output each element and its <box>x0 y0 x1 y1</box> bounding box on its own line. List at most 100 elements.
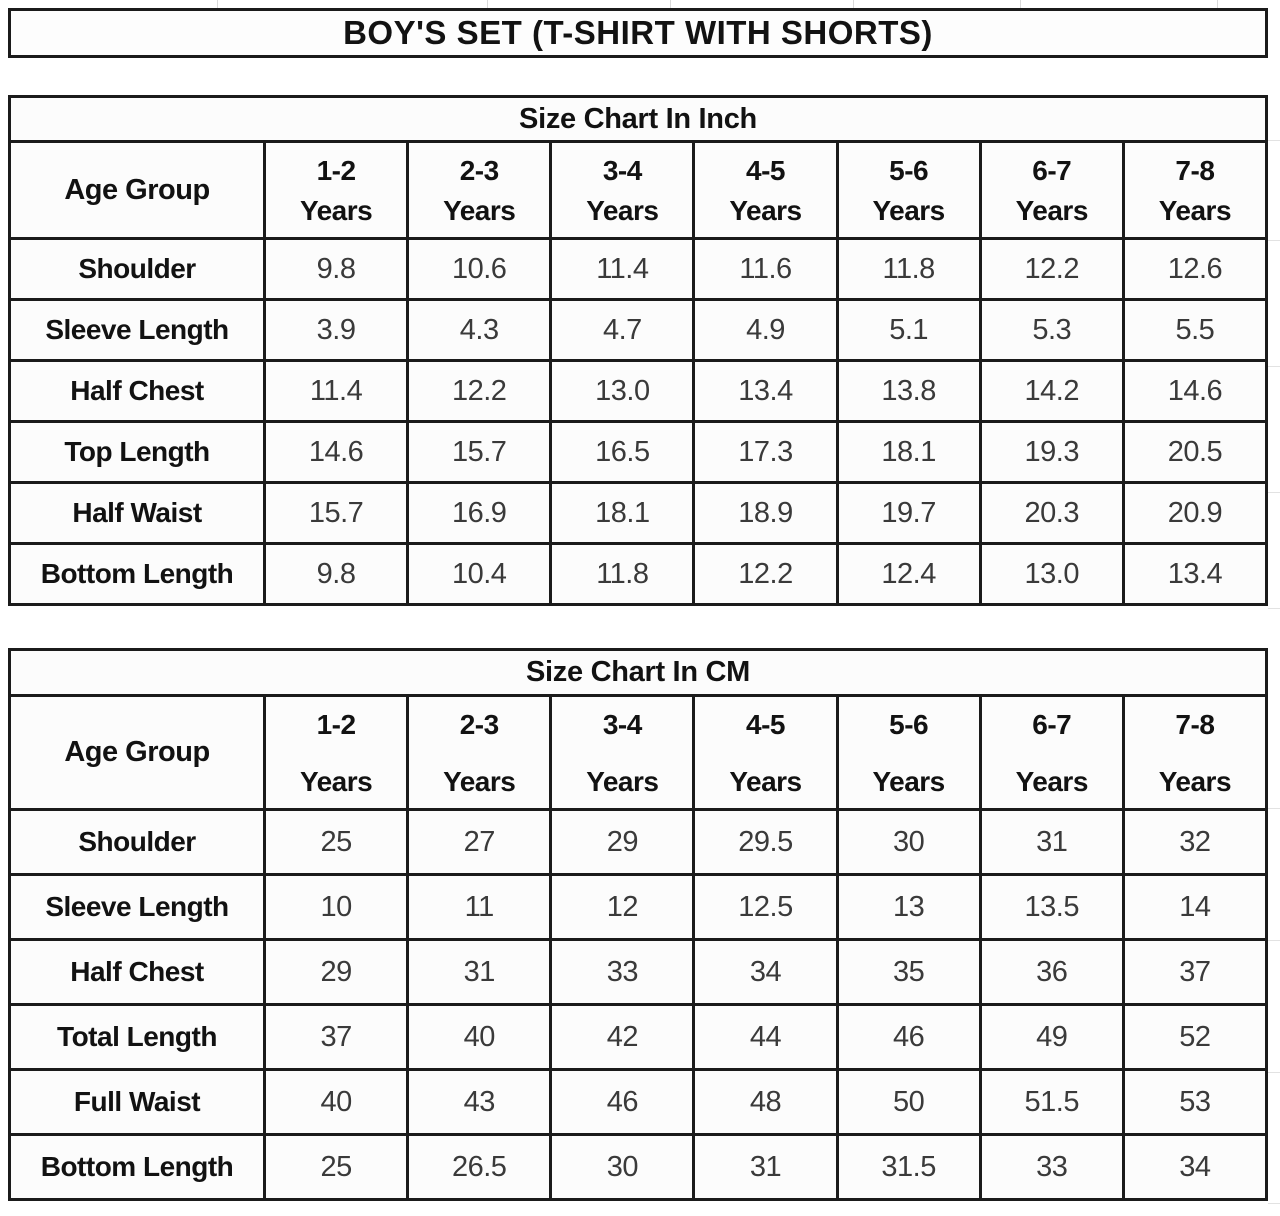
age-years-label: Years <box>729 195 802 226</box>
measurement-value: 29 <box>266 941 407 1003</box>
size-chart-inch-table: Size Chart In Inch Age Group 1-2 Years 2-3… <box>8 95 1268 606</box>
age-range: 6-7 <box>1032 709 1072 740</box>
measurement-value: 26.5 <box>409 1136 550 1198</box>
measurement-value: 10.6 <box>409 240 550 298</box>
measurement-value: 18.9 <box>695 484 836 542</box>
age-group-column-header: 5-6 Years <box>838 697 979 808</box>
measurement-value: 13.0 <box>981 545 1122 603</box>
measurement-value: 12 <box>552 876 693 938</box>
measurement-label: Shoulder <box>11 240 263 298</box>
measurement-value: 14.6 <box>1124 362 1265 420</box>
age-range: 5-6 <box>889 155 929 186</box>
measurement-value: 37 <box>1124 941 1265 1003</box>
table-title: Size Chart In Inch <box>11 98 1265 140</box>
measurement-value: 48 <box>695 1071 836 1133</box>
measurement-value: 37 <box>266 1006 407 1068</box>
measurement-value: 53 <box>1124 1071 1265 1133</box>
measurement-value: 11.6 <box>695 240 836 298</box>
measurement-value: 11.8 <box>552 545 693 603</box>
measurement-label: Shoulder <box>11 811 263 873</box>
measurement-value: 20.5 <box>1124 423 1265 481</box>
measurement-value: 25 <box>266 811 407 873</box>
measurement-value: 49 <box>981 1006 1122 1068</box>
measurement-value: 31 <box>695 1136 836 1198</box>
age-group-column-header: 7-8 Years <box>1124 697 1265 808</box>
measurement-value: 31.5 <box>838 1136 979 1198</box>
age-years-label: Years <box>1015 766 1089 797</box>
age-years-label: Years <box>299 766 373 797</box>
measurement-value: 13.8 <box>838 362 979 420</box>
measurement-value: 16.5 <box>552 423 693 481</box>
measurement-value: 5.3 <box>981 301 1122 359</box>
measurement-value: 14 <box>1124 876 1265 938</box>
measurement-value: 3.9 <box>266 301 407 359</box>
measurement-value: 11.8 <box>838 240 979 298</box>
age-group-column-header: 2-3 Years <box>409 697 550 808</box>
age-range: 1-2 <box>316 709 356 740</box>
age-group-column-header: 3-4 Years <box>552 697 693 808</box>
age-group-column-header: 1-2 Years <box>266 697 407 808</box>
spreadsheet-gridline <box>1268 240 1280 241</box>
measurement-value: 51.5 <box>981 1071 1122 1133</box>
age-years-label: Years <box>443 195 516 226</box>
age-group-column-header: 7-8 Years <box>1124 143 1265 237</box>
measurement-value: 12.2 <box>981 240 1122 298</box>
measurement-label: Half Waist <box>11 484 263 542</box>
page-title: BOY'S SET (T-SHIRT WITH SHORTS) <box>8 8 1268 58</box>
age-group-corner-label: Age Group <box>11 697 263 808</box>
measurement-label: Full Waist <box>11 1071 263 1133</box>
age-group-column-header: 5-6 Years <box>838 143 979 237</box>
measurement-label: Half Chest <box>11 362 263 420</box>
measurement-value: 12.6 <box>1124 240 1265 298</box>
measurement-value: 43 <box>409 1071 550 1133</box>
spreadsheet-gridline <box>1268 940 1280 941</box>
age-group-column-header: 1-2 Years <box>266 143 407 237</box>
measurement-value: 5.5 <box>1124 301 1265 359</box>
measurement-value: 13.4 <box>695 362 836 420</box>
spreadsheet-gridline <box>853 0 854 9</box>
spreadsheet-gridline <box>1217 0 1218 9</box>
measurement-label: Sleeve Length <box>11 301 263 359</box>
measurement-label: Bottom Length <box>11 545 263 603</box>
measurement-value: 20.9 <box>1124 484 1265 542</box>
age-range: 2-3 <box>459 155 499 186</box>
measurement-value: 20.3 <box>981 484 1122 542</box>
table-title: Size Chart In CM <box>11 651 1265 694</box>
measurement-value: 30 <box>838 811 979 873</box>
measurement-value: 14.2 <box>981 362 1122 420</box>
measurement-value: 4.3 <box>409 301 550 359</box>
measurement-label: Top Length <box>11 423 263 481</box>
age-years-label: Years <box>586 766 659 797</box>
measurement-value: 10.4 <box>409 545 550 603</box>
measurement-value: 12.4 <box>838 545 979 603</box>
measurement-value: 27 <box>409 811 550 873</box>
age-range: 1-2 <box>316 155 356 186</box>
spreadsheet-gridline <box>1268 140 1280 141</box>
spreadsheet-gridline <box>1268 492 1280 493</box>
age-group-column-header: 2-3 Years <box>409 143 550 237</box>
measurement-value: 32 <box>1124 811 1265 873</box>
measurement-value: 52 <box>1124 1006 1265 1068</box>
age-years-label: Years <box>1015 195 1089 226</box>
age-range: 6-7 <box>1032 155 1072 186</box>
spreadsheet-gridline <box>1268 808 1280 809</box>
measurement-value: 46 <box>552 1071 693 1133</box>
measurement-value: 19.3 <box>981 423 1122 481</box>
measurement-value: 19.7 <box>838 484 979 542</box>
measurement-value: 14.6 <box>266 423 407 481</box>
spreadsheet-gridline <box>217 0 218 9</box>
measurement-value: 13.4 <box>1124 545 1265 603</box>
measurement-value: 15.7 <box>409 423 550 481</box>
measurement-value: 13.0 <box>552 362 693 420</box>
age-years-label: Years <box>1158 195 1232 226</box>
measurement-value: 18.1 <box>838 423 979 481</box>
measurement-value: 35 <box>838 941 979 1003</box>
measurement-value: 17.3 <box>695 423 836 481</box>
age-years-label: Years <box>586 195 659 226</box>
age-range: 4-5 <box>746 155 785 186</box>
age-range: 2-3 <box>459 709 499 740</box>
age-years-label: Years <box>443 766 516 797</box>
measurement-value: 46 <box>838 1006 979 1068</box>
measurement-value: 33 <box>552 941 693 1003</box>
measurement-value: 4.9 <box>695 301 836 359</box>
